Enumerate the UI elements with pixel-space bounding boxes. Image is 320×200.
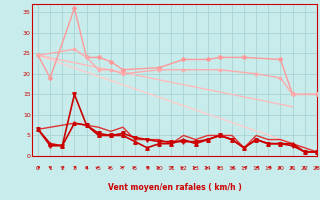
X-axis label: Vent moyen/en rafales ( km/h ): Vent moyen/en rafales ( km/h ) (108, 183, 241, 192)
